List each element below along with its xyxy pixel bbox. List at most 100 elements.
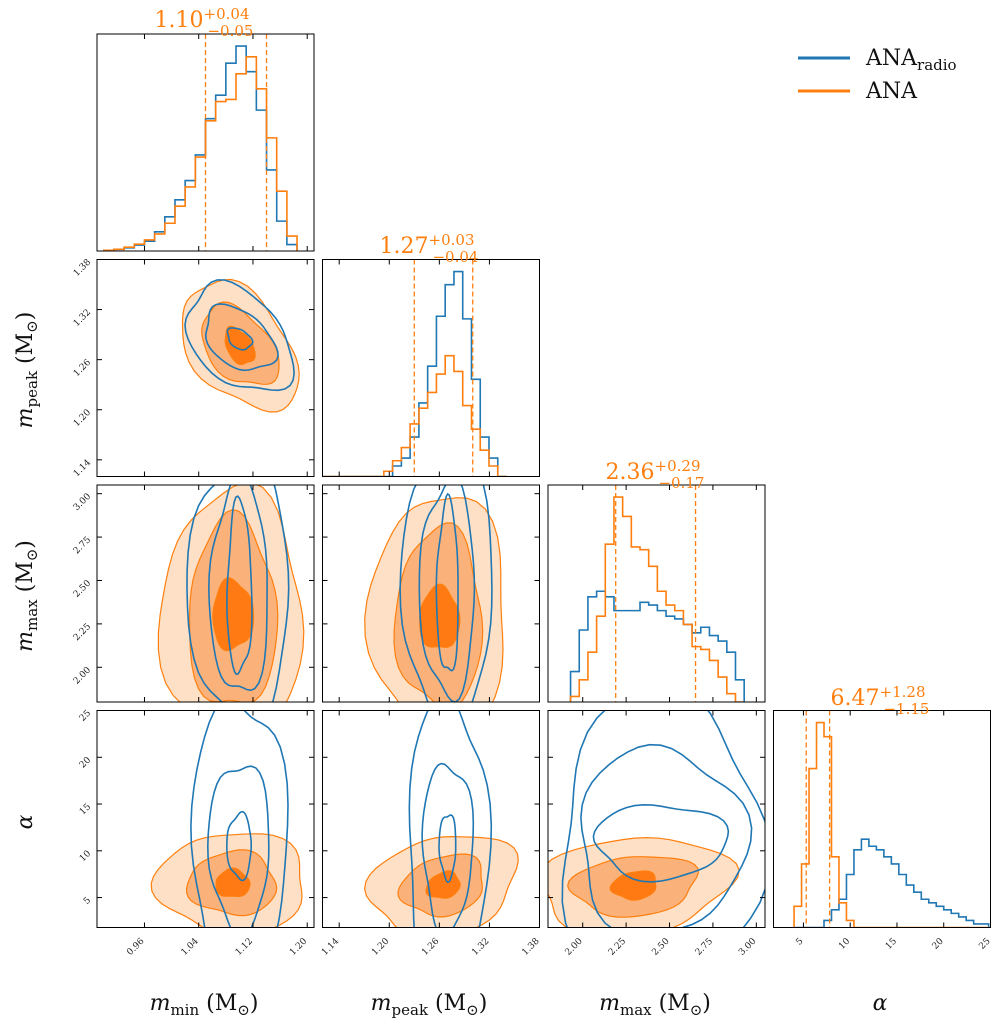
panel-frame: [322, 259, 540, 477]
hist-mpeak: [322, 259, 507, 477]
contour-radio-level-2: [204, 303, 279, 372]
panel-mpeak-mpeak: [322, 259, 540, 477]
x-tick-label: 10: [837, 936, 852, 951]
contour-radio-level-3: [186, 485, 290, 702]
xlabel-alpha: α: [873, 991, 888, 1016]
hist-ana-mmax: [569, 496, 745, 702]
contours-mpeak-mmin: [181, 278, 300, 413]
x-tick-label: 1.26: [420, 936, 441, 957]
hist-radio-mmax: [569, 590, 745, 702]
contour-ana-level-1: [609, 870, 657, 901]
panel-mmax-mmax: [547, 484, 766, 703]
panel-mmin-mmin: [96, 33, 315, 252]
panel-alpha-mpeak: 1.14 1.20 1.26 1.32 1.38: [320, 710, 542, 958]
x-tick-label: 2.50: [650, 936, 671, 957]
panel-frame: [773, 710, 991, 928]
panel-alpha-mmax: 2.00 2.25 2.50 2.75 3.00: [547, 710, 766, 958]
panel-frame: [96, 484, 315, 703]
hist-radio-alpha: [794, 838, 990, 928]
x-tick-label: 2.25: [607, 936, 628, 957]
contour-radio-level-3: [399, 485, 493, 702]
contour-radio-level-1: [438, 814, 457, 883]
x-tick-label: 1.20: [288, 936, 309, 957]
y-tick-label: 2.75: [72, 535, 93, 556]
y-tick-label: 20: [78, 755, 93, 770]
contour-radio-level-3: [190, 710, 289, 928]
panel-mmax-mmin: 2.00 2.25 2.50 2.75 3.00: [72, 484, 315, 703]
hist-mmax: [569, 485, 745, 702]
legend-label-ana: ANA: [865, 79, 918, 104]
annotation-mpeak: 1.27+0.03 −0.04: [380, 231, 479, 266]
y-tick-label: 1.26: [72, 358, 93, 379]
panel-frame: [547, 710, 766, 928]
contours-alpha-mpeak: [363, 710, 519, 928]
annotation-alpha: 6.47+1.28 −1.15: [831, 683, 930, 718]
x-tick-label: 1.12: [234, 937, 255, 958]
y-tick-label: 5: [82, 895, 93, 906]
contour-radio-level-2: [206, 765, 270, 928]
x-tick-label: 20: [931, 936, 946, 951]
panel-grid: 5 10 15 20 25 1.14 1.20 1.26 1.32 1.38 2.00 2.25 2.5…: [72, 33, 993, 958]
hist-ana-mpeak: [322, 354, 507, 477]
contour-radio-level-3: [408, 710, 493, 928]
x-tick-label: 1.38: [520, 936, 541, 957]
panel-alpha-mmin: 0.96 1.04 1.12 1.20 5 10 15 20 25: [78, 708, 315, 958]
y-tick-label: 2.50: [72, 578, 93, 599]
legend-label-radio: ANAradio: [865, 46, 957, 74]
x-tick-label: 25: [977, 936, 992, 951]
panel-frame: [96, 33, 315, 252]
hist-alpha: [793, 710, 990, 928]
x-tick-label: 15: [884, 936, 899, 951]
y-tick-label: 1.38: [72, 257, 93, 278]
contour-radio-level-2: [207, 485, 268, 692]
contour-ana-level-1: [215, 867, 251, 897]
panel-frame: [547, 484, 766, 703]
y-tick-label: 1.32: [72, 308, 93, 329]
contours-alpha-mmin: [150, 710, 303, 928]
annotation-mmin: 1.10+0.04 −0.05: [155, 5, 254, 40]
panel-mpeak-mmin: 1.14 1.20 1.26 1.32 1.38: [72, 257, 315, 479]
x-tick-label: 0.96: [125, 936, 146, 957]
contour-radio-level-2: [418, 485, 476, 702]
contour-ana-level-1: [224, 325, 256, 366]
contours-alpha-mmax: [548, 710, 765, 928]
panel-mmax-mpeak: [322, 484, 540, 703]
panel-alpha-alpha: 5 10 15 20 25: [773, 710, 993, 952]
y-tick-label: 1.20: [72, 408, 93, 429]
contour-radio-level-3: [184, 279, 295, 392]
xlabel-mmin: mmin (M⊙): [150, 991, 259, 1019]
panel-frame: [96, 710, 315, 928]
panel-frame: [96, 259, 315, 477]
x-tick-label: 1.04: [180, 936, 201, 957]
contour-ana-level-1: [212, 577, 255, 652]
x-tick-label: 1.14: [320, 936, 341, 957]
hist-ana-alpha: [793, 721, 989, 928]
y-tick-label: 2.00: [72, 665, 93, 686]
xlabel-mpeak: mpeak (M⊙): [371, 991, 488, 1019]
panel-frame: [322, 710, 540, 928]
contour-radio-level-1: [592, 803, 730, 883]
y-tick-label: 15: [78, 802, 93, 817]
hist-ana-mmin: [102, 55, 298, 251]
x-tick-label: 3.00: [737, 936, 758, 957]
hist-radio-mpeak: [322, 270, 507, 477]
hist-mmin: [102, 34, 298, 251]
x-tick-label: 2.75: [694, 936, 715, 957]
x-tick-label: 5: [794, 936, 805, 947]
panel-frame: [322, 484, 540, 703]
contours-mmax-mmin: [157, 485, 305, 702]
hist-radio-mmin: [102, 45, 298, 251]
x-tick-label: 1.32: [470, 937, 491, 958]
contours-mmax-mpeak: [364, 485, 504, 702]
contour-radio-level-1: [226, 327, 254, 351]
ylabel-alpha: α: [13, 814, 38, 829]
y-tick-label: 25: [78, 708, 93, 723]
y-tick-label: 1.14: [72, 458, 93, 479]
contour-radio-level-3: [561, 710, 765, 928]
contour-radio-level-2: [421, 762, 475, 928]
annotation-mmax: 2.36+0.29 −0.17: [606, 457, 705, 492]
x-tick-label: 2.00: [564, 936, 585, 957]
ylabel-mpeak: mpeak (M⊙): [13, 312, 41, 429]
xlabel-mmax: mmax (M⊙): [599, 991, 711, 1019]
